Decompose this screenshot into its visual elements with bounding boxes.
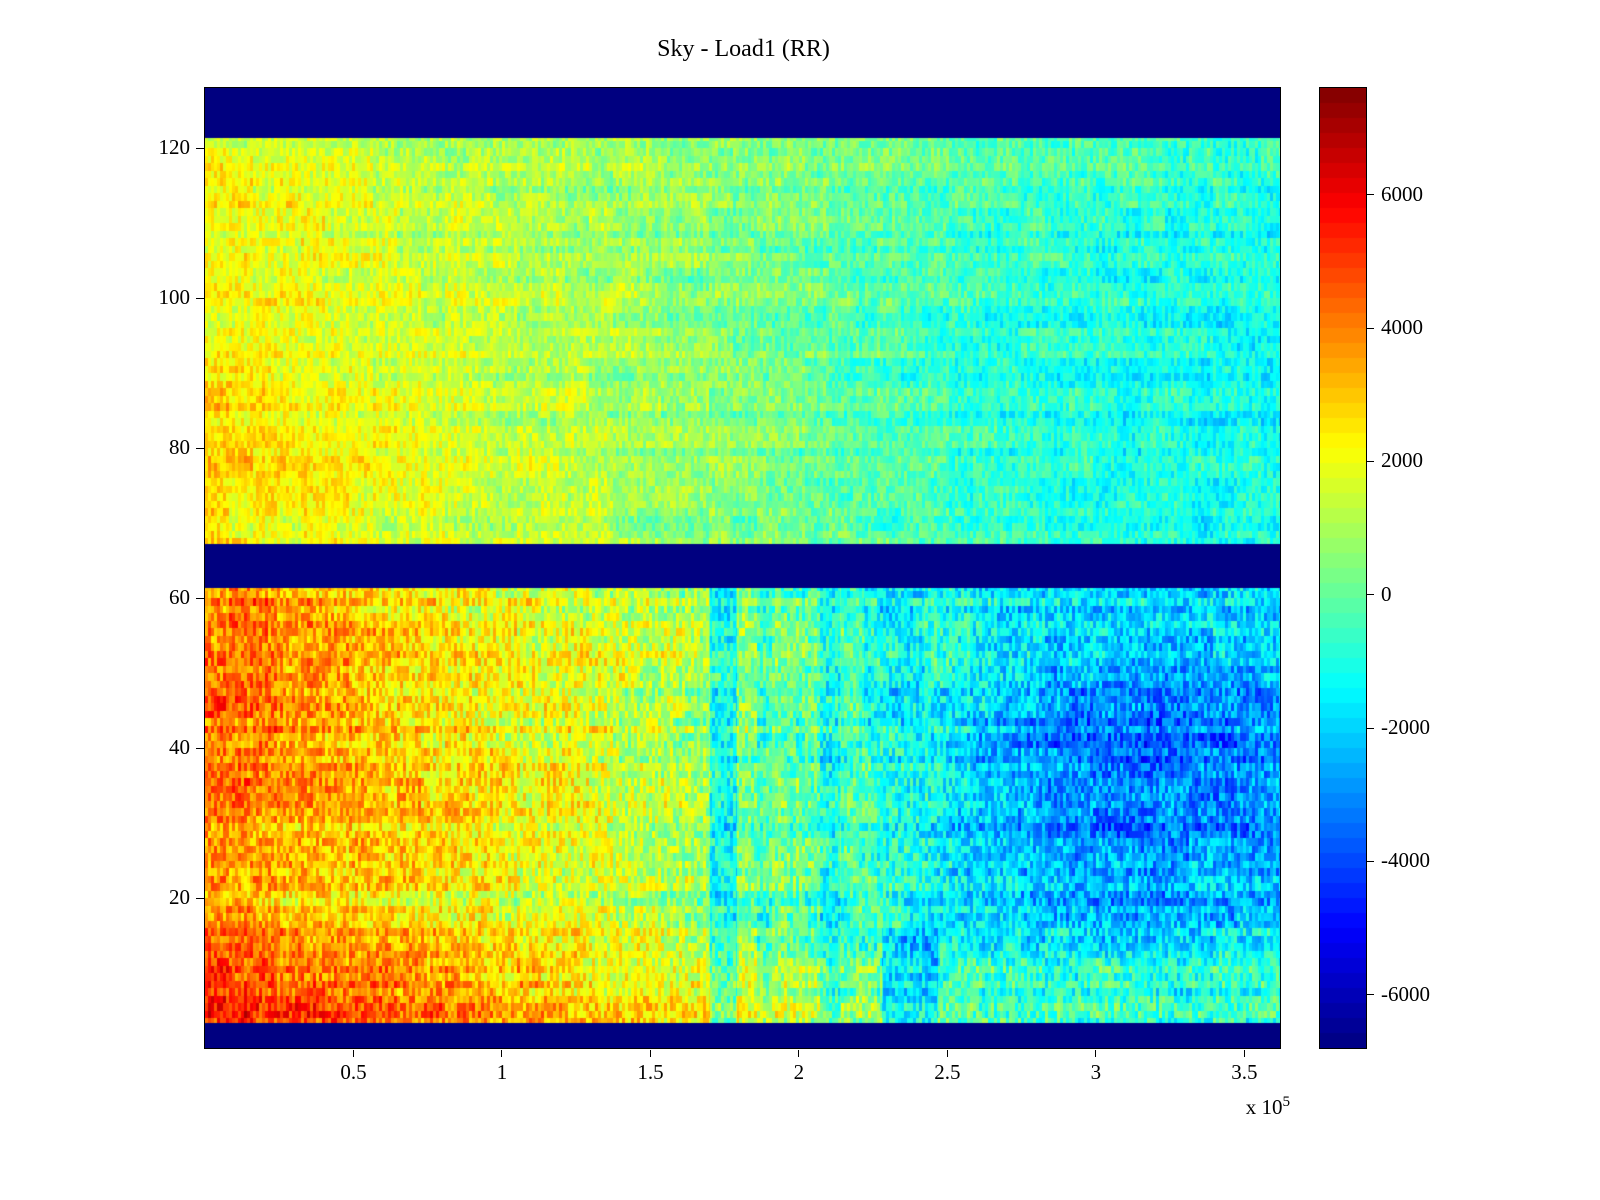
x-tick-label: 1 bbox=[496, 1060, 508, 1084]
x-tick-mark bbox=[946, 1050, 948, 1057]
x-tick-mark bbox=[1095, 1050, 1097, 1057]
colorbar-tick-label: 4000 bbox=[1381, 315, 1423, 339]
x-tick-label: 2.5 bbox=[934, 1060, 961, 1084]
y-tick-label: 60 bbox=[169, 585, 190, 609]
y-tick-label: 20 bbox=[169, 885, 190, 909]
y-tick-label: 100 bbox=[158, 285, 191, 309]
colorbar-tick-label: -6000 bbox=[1381, 981, 1430, 1006]
colorbar-tick-mark bbox=[1367, 860, 1374, 862]
x-axis-multiplier-exp: 5 bbox=[1282, 1094, 1290, 1110]
colorbar-tick-label: 2000 bbox=[1381, 448, 1423, 473]
x-tick-label: 3 bbox=[1090, 1060, 1102, 1084]
colorbar-tick-mark bbox=[1367, 194, 1374, 196]
x-axis-multiplier: x 105 bbox=[1160, 1094, 1290, 1120]
x-tick-label: 0.5 bbox=[340, 1060, 367, 1084]
colorbar-tick-label: 6000 bbox=[1381, 181, 1423, 206]
colorbar-tick-label: -2000 bbox=[1381, 715, 1430, 739]
x-tick-label: 2 bbox=[793, 1060, 805, 1084]
colorbar-canvas bbox=[1320, 88, 1366, 1048]
colorbar-tick-mark bbox=[1367, 994, 1374, 996]
x-tick-mark bbox=[352, 1050, 354, 1057]
colorbar-tick-mark bbox=[1367, 460, 1374, 462]
y-tick-label: 120 bbox=[158, 135, 191, 159]
heatmap-canvas bbox=[205, 88, 1280, 1048]
y-tick-mark bbox=[196, 747, 204, 749]
plot-area bbox=[204, 87, 1281, 1049]
y-tick-mark bbox=[196, 147, 204, 149]
y-tick-label: 40 bbox=[169, 735, 190, 759]
x-tick-mark bbox=[1243, 1050, 1245, 1057]
x-tick-mark bbox=[798, 1050, 800, 1057]
chart-title: Sky - Load1 (RR) bbox=[657, 36, 830, 62]
colorbar-tick-label: -4000 bbox=[1381, 848, 1430, 873]
y-tick-mark bbox=[196, 597, 204, 599]
y-tick-mark bbox=[196, 447, 204, 449]
colorbar bbox=[1319, 87, 1367, 1049]
x-tick-mark bbox=[649, 1050, 651, 1057]
y-tick-mark bbox=[196, 897, 204, 899]
y-tick-label: 80 bbox=[169, 435, 190, 459]
colorbar-tick-mark bbox=[1367, 727, 1374, 729]
y-tick-mark bbox=[196, 297, 204, 299]
colorbar-tick-mark bbox=[1367, 327, 1374, 329]
x-axis-multiplier-base: x 10 bbox=[1245, 1095, 1283, 1119]
colorbar-tick-mark bbox=[1367, 594, 1374, 596]
x-tick-label: 3.5 bbox=[1231, 1060, 1258, 1084]
colorbar-tick-label: 0 bbox=[1381, 581, 1392, 606]
x-tick-label: 1.5 bbox=[637, 1060, 664, 1084]
x-tick-mark bbox=[501, 1050, 503, 1057]
